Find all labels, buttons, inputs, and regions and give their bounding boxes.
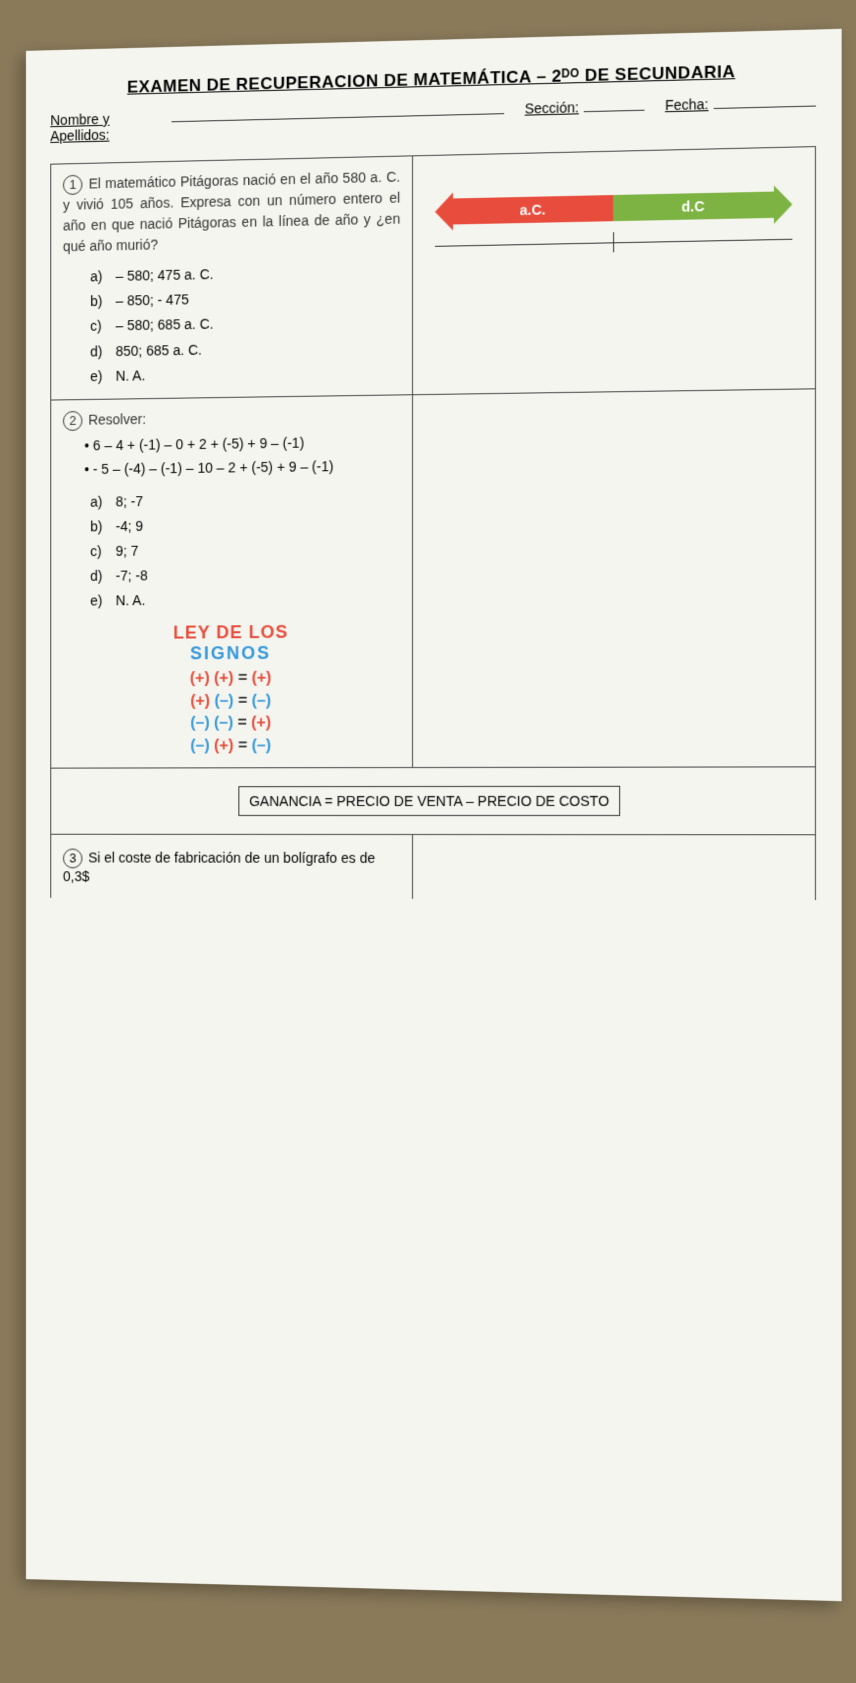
exam-paper: EXAMEN DE RECUPERACION DE MATEMÁTICA – 2… (26, 29, 842, 1601)
timeline-ac-arrow: a.C. (453, 195, 612, 224)
header-row: Nombre y Apellidos: Sección: Fecha: (50, 90, 816, 144)
profit-formula: GANANCIA = PRECIO DE VENTA – PRECIO DE C… (238, 786, 620, 816)
name-label: Nombre y Apellidos: (50, 109, 167, 143)
q2-option: b)-4; 9 (90, 511, 400, 539)
q2-options: a)8; -7 b)-4; 9 c)9; 7 d)-7; -8 e)N. A. (90, 486, 400, 614)
q2-option: c)9; 7 (90, 536, 400, 564)
signs-subtitle: SIGNOS (63, 643, 400, 666)
section-line (584, 95, 645, 113)
q2-option: d)-7; -8 (90, 561, 400, 589)
section-label: Sección: (525, 99, 579, 116)
q1-options: a)– 580; 475 a. C. b)– 850; - 475 c)– 58… (90, 259, 400, 389)
q3-text: Si el coste de fabricación de un bolígra… (63, 850, 375, 885)
signs-rule: (–) (+) = (–) (63, 735, 400, 758)
q2-option: a)8; -7 (90, 486, 400, 514)
q3-text-wrap: 3 Si el coste de fabricación de un bolíg… (63, 845, 400, 889)
q2-number: 2 (63, 411, 82, 431)
formula-cell: GANANCIA = PRECIO DE VENTA – PRECIO DE C… (51, 767, 816, 835)
signs-rules: (+) (+) = (+) (+) (–) = (–) (–) (–) = (+… (63, 668, 400, 758)
name-line (172, 98, 505, 122)
q2-label: Resolver: (88, 411, 146, 428)
date-field: Fecha: (665, 90, 816, 129)
date-line (714, 90, 816, 109)
q1-text: El matemático Pitágoras nació en el año … (63, 169, 400, 255)
q2-work-cell (413, 389, 816, 768)
q2-option: e)N. A. (90, 587, 400, 614)
q3-number: 3 (63, 849, 82, 869)
exam-grid: 1 El matemático Pitágoras nació en el añ… (50, 146, 816, 900)
q3-work-cell (413, 835, 816, 901)
q1-number: 1 (63, 175, 82, 195)
q2-expressions: 6 – 4 + (-1) – 0 + 2 + (-5) + 9 – (-1) -… (84, 430, 400, 481)
section-field: Sección: (525, 95, 645, 133)
timeline-origin-tick (613, 232, 615, 252)
signs-title: LEY DE LOS (63, 622, 400, 645)
signs-rule: (+) (+) = (+) (63, 668, 400, 692)
q2-expr: - 5 – (-4) – (-1) – 10 – 2 + (-5) + 9 – … (84, 454, 400, 481)
timeline-dc-arrow: d.C (613, 192, 774, 222)
q1-text-wrap: 1 El matemático Pitágoras nació en el añ… (63, 167, 400, 258)
signs-rule: (–) (–) = (+) (63, 712, 400, 735)
q1-cell: 1 El matemático Pitágoras nació en el añ… (51, 156, 413, 400)
q1-option: e)N. A. (90, 359, 400, 389)
q3-cell: 3 Si el coste de fabricación de un bolíg… (51, 834, 413, 899)
signs-rule: (+) (–) = (–) (63, 690, 400, 714)
timeline-diagram: a.C. d.C (435, 178, 792, 276)
timeline-cell: a.C. d.C (413, 147, 816, 395)
name-field: Nombre y Apellidos: (50, 98, 504, 144)
q2-text-wrap: 2 Resolver: (63, 405, 400, 431)
q2-cell: 2 Resolver: 6 – 4 + (-1) – 0 + 2 + (-5) … (51, 395, 413, 768)
date-label: Fecha: (665, 96, 709, 113)
